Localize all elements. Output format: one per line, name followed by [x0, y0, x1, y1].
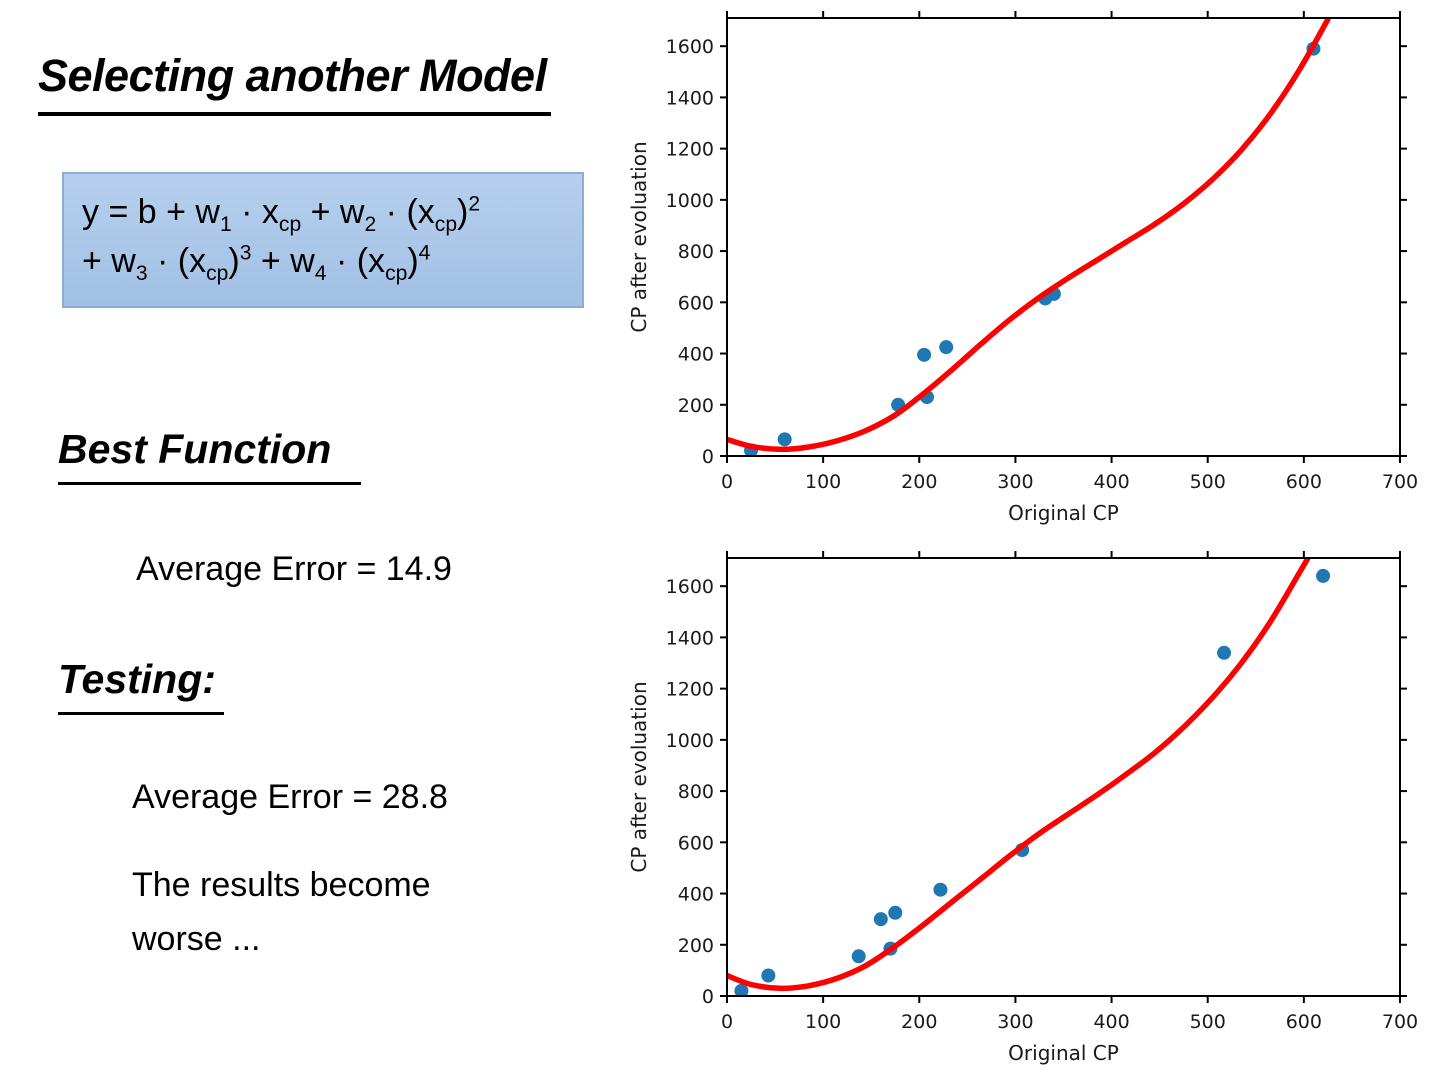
y-tick-label: 800 — [678, 781, 714, 803]
plot-area — [727, 558, 1331, 996]
fit-curve — [727, 558, 1312, 992]
y-tick-label: 600 — [678, 832, 714, 854]
y-tick-label: 1000 — [666, 730, 714, 752]
y-tick-label: 1000 — [666, 190, 714, 212]
x-tick-label: 100 — [805, 1011, 841, 1033]
x-tick-label: 500 — [1190, 471, 1226, 493]
plot-border — [726, 17, 1401, 457]
formula-line-1: y = b + w1 · xcp + w2 · (xcp)2 — [82, 192, 481, 236]
plot-area — [727, 18, 1331, 456]
data-point — [873, 912, 888, 927]
data-point — [933, 882, 948, 897]
x-tick-label: 0 — [721, 471, 733, 493]
x-tick-label: 400 — [1093, 1011, 1129, 1033]
x-axis-label: Original CP — [1008, 1041, 1119, 1065]
chart-training-scatter: 0 100 200 300 400 500 600 700 0 200 400 600 800 1000 1… — [627, 11, 1418, 525]
chart-testing-scatter: 0 100 200 300 400 500 600 700 0 200 400 600 800 1000 1… — [627, 551, 1418, 1065]
y-tick-label: 0 — [702, 986, 714, 1008]
x-tick-label: 200 — [901, 471, 937, 493]
best-function-average-error: Average Error = 14.9 — [136, 550, 452, 588]
x-axis-label: Original CP — [1008, 501, 1119, 525]
x-tick-label: 200 — [901, 1011, 937, 1033]
x-tick-label: 300 — [997, 1011, 1033, 1033]
data-point — [851, 949, 866, 964]
testing-average-error: Average Error = 28.8 — [132, 778, 448, 816]
slide-title: Selecting another Model — [38, 50, 551, 116]
plot-border — [726, 557, 1401, 997]
data-point — [1316, 568, 1331, 583]
x-tick-label: 600 — [1286, 1011, 1322, 1033]
y-tick-label: 400 — [678, 884, 714, 906]
y-tick-label: 1600 — [666, 36, 714, 58]
y-tick-label: 1600 — [666, 576, 714, 598]
x-tick-label: 600 — [1286, 471, 1322, 493]
data-point — [1217, 645, 1232, 660]
y-tick-label: 200 — [678, 935, 714, 957]
y-tick-label: 600 — [678, 292, 714, 314]
y-tick-label: 1200 — [666, 679, 714, 701]
y-axis-label: CP after evoluation — [627, 141, 651, 332]
x-tick-label: 100 — [805, 471, 841, 493]
y-axis-label: CP after evoluation — [627, 681, 651, 872]
data-point — [734, 983, 749, 996]
y-tick-label: 400 — [678, 344, 714, 366]
testing-heading: Testing: — [58, 656, 224, 715]
model-formula-box: y = b + w1 · xcp + w2 · (xcp)2 + w3 · (x… — [62, 172, 584, 309]
data-point — [761, 968, 776, 983]
y-tick-label: 800 — [678, 241, 714, 263]
fit-curve — [727, 18, 1331, 453]
y-tick-label: 1400 — [666, 87, 714, 109]
x-tick-label: 0 — [721, 1011, 733, 1033]
x-tick-label: 300 — [997, 471, 1033, 493]
y-tick-label: 1200 — [666, 139, 714, 161]
data-point — [777, 432, 792, 447]
best-function-heading: Best Function — [58, 426, 362, 485]
x-tick-label: 700 — [1382, 1011, 1418, 1033]
x-tick-label: 700 — [1382, 471, 1418, 493]
y-tick-label: 0 — [702, 446, 714, 468]
data-point — [917, 347, 932, 362]
y-tick-label: 200 — [678, 395, 714, 417]
testing-note: The results become worse ... — [132, 866, 431, 959]
x-tick-label: 500 — [1190, 1011, 1226, 1033]
y-tick-label: 1400 — [666, 627, 714, 649]
data-point — [939, 340, 954, 355]
data-point — [888, 905, 903, 920]
formula-line-2: + w3 · (xcp)3 + w4 · (xcp)4 — [82, 241, 431, 285]
x-tick-label: 400 — [1093, 471, 1129, 493]
